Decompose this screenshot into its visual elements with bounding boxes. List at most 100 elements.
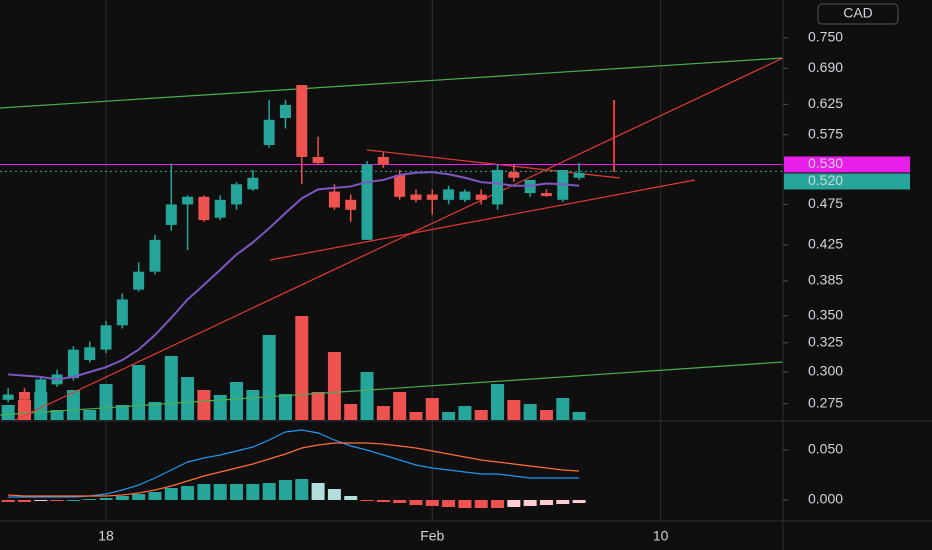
volume-bar: [115, 405, 129, 420]
channel-line: [0, 57, 784, 109]
y-tick-label: 0.475: [808, 195, 843, 211]
histogram-bar: [262, 483, 276, 500]
volume-bar: [50, 410, 64, 420]
price-label-box: [784, 156, 910, 173]
candle-body: [328, 191, 340, 208]
y-tick-label: 0.275: [808, 394, 843, 410]
y-tick-label: 0.575: [808, 125, 843, 141]
histogram-bar: [409, 500, 423, 505]
volume-bar: [148, 402, 162, 420]
histogram-bar: [311, 483, 325, 500]
histogram-bar: [360, 500, 374, 501]
histogram-bar: [344, 496, 358, 500]
volume-bar: [474, 410, 488, 420]
candle-body: [475, 194, 487, 200]
histogram-bar: [181, 486, 195, 500]
volume-bar: [507, 400, 521, 420]
histogram-bar: [556, 500, 570, 504]
histogram-bar: [148, 492, 162, 500]
x-tick-label: Feb: [420, 528, 444, 544]
candle-body: [345, 199, 357, 210]
histogram-bar: [327, 489, 341, 500]
candle-body: [296, 85, 308, 157]
volume-bar: [17, 400, 31, 420]
candle-body: [492, 170, 504, 205]
price-layer: [0, 85, 783, 403]
y-tick-label: 0.325: [808, 334, 843, 350]
candle-body: [149, 239, 161, 272]
x-tick-label: 10: [653, 528, 669, 544]
price-label-box: [784, 173, 910, 190]
histogram-bar: [132, 494, 146, 500]
histogram-bar: [17, 500, 31, 502]
candle-body: [198, 196, 210, 221]
volume-bar: [213, 395, 227, 420]
volume-bar: [572, 412, 586, 420]
candle-body: [116, 299, 128, 326]
volume-bar: [278, 394, 292, 420]
histogram-bar: [115, 496, 129, 500]
histogram-bar: [539, 500, 553, 505]
x-tick-label: 18: [98, 528, 114, 544]
volume-bar: [442, 412, 456, 420]
volume-bar: [132, 365, 146, 420]
candle-body: [214, 199, 226, 218]
candle-body: [508, 172, 520, 178]
y-tick-label: 0.300: [808, 363, 843, 379]
candle-body: [84, 347, 96, 361]
y-tick-label: 0.350: [808, 306, 843, 322]
volume-bar: [458, 406, 472, 420]
candle-body: [133, 271, 145, 290]
candle-body: [35, 379, 47, 395]
currency[interactable]: CAD: [843, 5, 873, 21]
candle-body: [540, 193, 552, 197]
histogram-bar: [491, 500, 505, 508]
histogram-bar: [393, 500, 407, 503]
price-label: 0.520: [808, 172, 843, 188]
grid: [105, 0, 662, 521]
candle-body: [361, 164, 373, 240]
histogram-bar: [197, 484, 211, 500]
y-tick-label: 0.625: [808, 95, 843, 111]
volume-bar: [197, 390, 211, 420]
y-tick-label: 0.690: [808, 59, 843, 75]
candle-body: [182, 196, 194, 205]
candle-body: [394, 174, 406, 197]
volume-bar: [83, 410, 97, 420]
candle-body: [377, 156, 389, 165]
volume-layer: [1, 316, 586, 420]
histogram-bar: [164, 488, 178, 500]
y-tick-label: 0.000: [808, 491, 843, 507]
y-tick-label: 0.050: [808, 441, 843, 457]
y-tick-label: 0.385: [808, 272, 843, 288]
volume-bar: [327, 352, 341, 420]
histogram-bar: [230, 484, 244, 500]
histogram-bar: [34, 500, 48, 501]
histogram-bar: [50, 500, 64, 501]
candle-body: [410, 194, 422, 200]
signal-line: [8, 442, 580, 497]
histogram-bar: [66, 500, 80, 501]
trend-line: [14, 57, 784, 421]
candle-body: [100, 325, 112, 350]
volume-bar: [409, 412, 423, 420]
volume-bar: [99, 384, 113, 420]
candle-body: [247, 177, 259, 190]
candle-body: [18, 391, 30, 400]
volume-bar: [523, 404, 537, 420]
macd-line: [8, 429, 580, 498]
histogram-bar: [1, 500, 15, 502]
volume-bar: [181, 377, 195, 420]
histogram-bar: [246, 484, 260, 500]
y-tick-label: 0.750: [808, 29, 843, 45]
axes: 18 Feb 10 0.750 0.690 0.625 0.575 0.475 0.425 0.3…: [98, 29, 910, 544]
candle-body: [443, 189, 455, 200]
volume-bar: [262, 335, 276, 420]
volume-bar: [295, 316, 309, 420]
volume-bar: [246, 390, 260, 420]
histogram-bar: [425, 500, 439, 506]
trend-line: [269, 179, 696, 261]
candle-body: [165, 204, 177, 225]
currency-box[interactable]: [817, 3, 899, 25]
